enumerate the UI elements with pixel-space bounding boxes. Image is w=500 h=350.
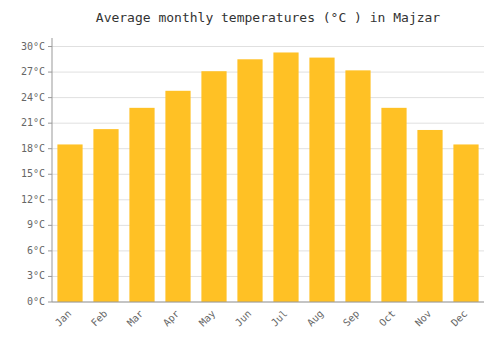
x-tick-label: Aug (305, 308, 326, 329)
x-tick-label: Oct (377, 308, 398, 329)
x-axis-line (52, 302, 484, 303)
grid-line (52, 123, 484, 124)
chart-container: Average monthly temperatures (°C ) in Ma… (0, 0, 500, 350)
y-tick-label: 0°C (27, 296, 45, 307)
y-tick (48, 225, 52, 226)
bar (417, 130, 442, 302)
bar (57, 144, 82, 302)
grid (52, 47, 484, 302)
y-tick (48, 97, 52, 98)
x-tick-label: Jul (269, 308, 290, 329)
x-tick-label: Dec (449, 308, 470, 329)
x-tick-label: Mar (125, 308, 146, 329)
y-tick (48, 302, 52, 303)
title: Average monthly temperatures (°C ) in Ma… (96, 10, 441, 25)
grid-line (52, 72, 484, 73)
bar (309, 58, 334, 302)
bar (129, 108, 154, 302)
y-tick (48, 174, 52, 175)
grid-line (52, 302, 484, 303)
x-tick-label: Sep (341, 308, 362, 329)
y-tick-label: 3°C (27, 270, 45, 281)
y-tick-label: 21°C (21, 117, 45, 128)
bar (165, 91, 190, 302)
y-tick (48, 199, 52, 200)
bar (273, 52, 298, 302)
chart: Average monthly temperatures (°C ) in Ma… (0, 0, 500, 350)
y-tick (48, 276, 52, 277)
y-tick (48, 148, 52, 149)
y-tick (48, 72, 52, 73)
y-tick-label: 18°C (21, 143, 45, 154)
y-tick (48, 123, 52, 124)
x-tick-label: May (197, 308, 218, 329)
y-tick-label: 6°C (27, 245, 45, 256)
x-tick-label: Nov (413, 308, 434, 329)
y-axis-line (52, 38, 53, 302)
bar (381, 108, 406, 302)
bar (453, 144, 478, 302)
y-tick-label: 12°C (21, 194, 45, 205)
y-tick-label: 24°C (21, 92, 45, 103)
x-tick-label: Jun (233, 308, 254, 329)
x-tick-label: Jan (53, 308, 74, 329)
bar (237, 59, 262, 302)
x-tick-label: Apr (161, 308, 182, 329)
y-tick-label: 15°C (21, 168, 45, 179)
y-tick (48, 46, 52, 47)
bars (57, 52, 478, 302)
x-tick-label: Feb (89, 308, 110, 329)
grid-line (52, 97, 484, 98)
y-tick-label: 9°C (27, 219, 45, 230)
y-tick-label: 27°C (21, 66, 45, 77)
grid-line (52, 46, 484, 47)
y-tick (48, 250, 52, 251)
y-tick-label: 30°C (21, 41, 45, 52)
bar (345, 70, 370, 302)
bar (93, 129, 118, 302)
bar (201, 71, 226, 302)
